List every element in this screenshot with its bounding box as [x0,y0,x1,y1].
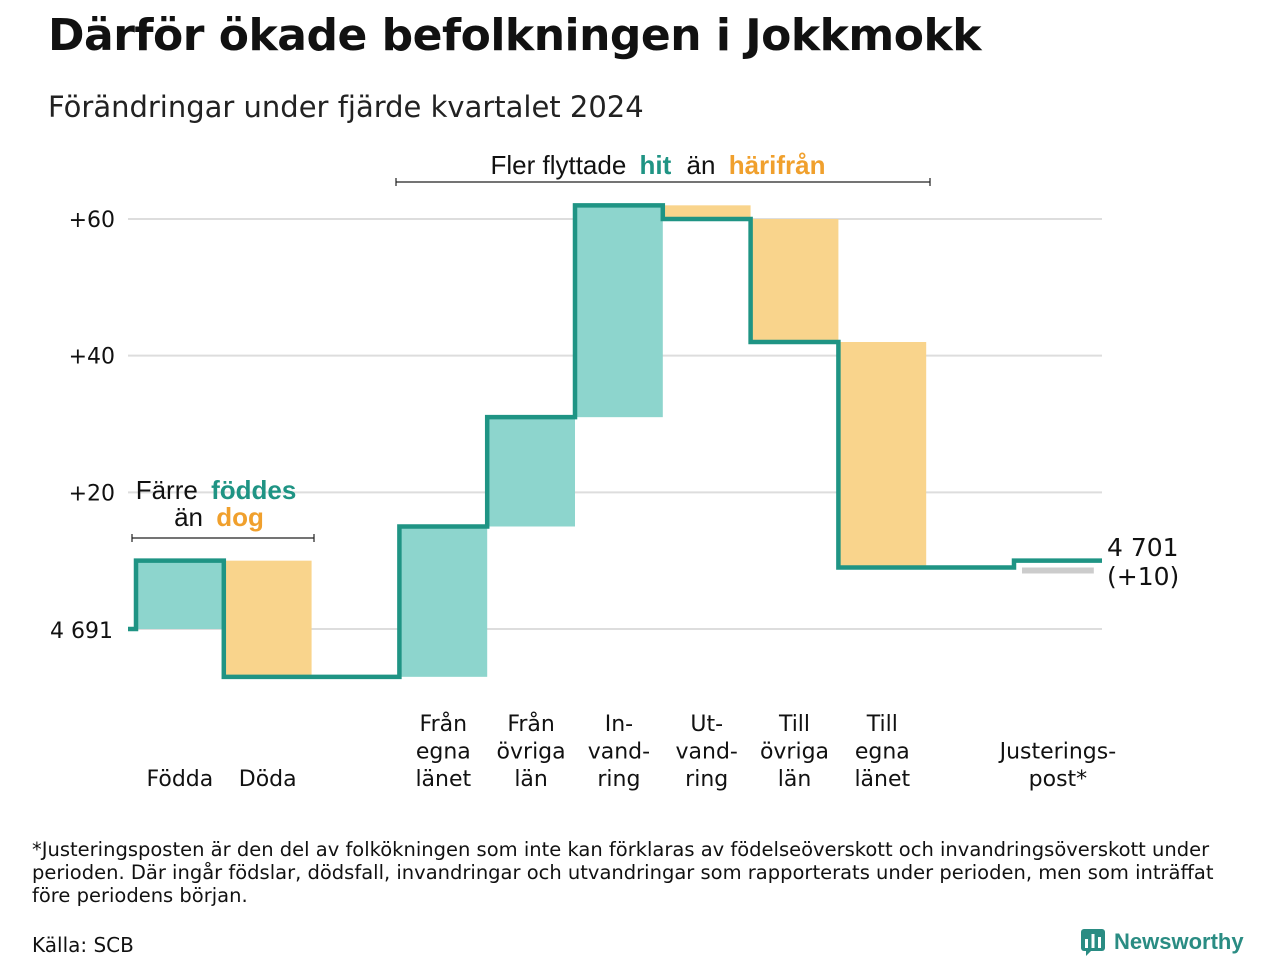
left-annotation-line2: än dog [174,502,264,532]
x-tick-label: Från [420,711,468,737]
x-tick-label: Till [778,712,810,737]
x-tick-label: post* [1029,767,1088,792]
bar-decrease [662,205,751,219]
x-tick-label: egna [416,740,471,765]
top-annotation-prefix: Fler flyttade [490,150,626,180]
end-value-label: 4 701 [1107,533,1179,562]
x-tick-label: In- [605,712,633,737]
x-tick-label: länet [854,767,910,792]
y-tick-label: +20 [69,481,115,506]
footnote: *Justeringsposten är den del av folkökni… [32,838,1214,907]
x-tick-label: ring [597,767,640,792]
top-annotation-middle: än [687,150,716,180]
x-tick-label: län [514,767,548,792]
bar-decrease [750,219,839,342]
x-tick-label: län [778,767,812,792]
chart-subtitle: Förändringar under fjärde kvartalet 2024 [48,90,644,124]
left-annotation-fodde: föddes [211,475,296,505]
x-tick-label: Från [507,711,555,737]
x-tick-label: övriga [760,740,829,765]
bar-decrease [838,342,927,568]
y-axis-ticks: +20 +40 +60 4 691 [50,208,115,644]
x-tick-label: Döda [239,767,297,792]
brand-logo: Newsworthy [1080,928,1244,956]
left-annotation-dog: dog [216,502,264,532]
x-tick-label: Justerings- [998,740,1117,765]
y-tick-label: +60 [69,208,115,233]
cumulative-line [128,203,1102,680]
x-tick-label: Födda [147,767,214,792]
x-tick-label: övriga [497,740,566,765]
x-tick-label: vand- [676,740,738,765]
bar-adjustment [1022,567,1094,574]
bar-increase [399,526,488,677]
cumulative-step-line [128,203,1102,680]
end-change-label: (+10) [1107,562,1179,591]
left-annotation-prefix: Färre [136,475,198,505]
x-tick-label: vand- [588,740,650,765]
left-annotation-middle: än [174,502,203,532]
source: Källa: SCB [32,933,134,957]
top-annotation-hit: hit [640,150,672,180]
start-value-label: 4 691 [50,619,113,644]
newsworthy-logo-icon [1081,929,1105,956]
x-tick-label: Ut- [690,712,723,737]
bar-increase [575,205,663,418]
top-annotation: Fler flyttade hit än härifrån [490,150,825,180]
bars [136,205,1094,677]
bar-decrease [223,560,312,677]
x-axis-labels: Födda DödaFrånegnalänetFrånövrigalänIn-va… [147,711,1117,792]
chart-title: Därför ökade befolkningen i Jokkmokk [48,10,982,61]
x-tick-label: egna [855,740,910,765]
waterfall-chart: +20+40+604 691 Födda DödaFrånegnalänetFrå… [50,150,1179,792]
x-tick-label: ring [685,767,728,792]
x-tick-label: länet [415,767,471,792]
x-tick-label: Till [866,712,898,737]
brand-name: Newsworthy [1114,929,1244,954]
left-annotation-line1: Färre föddes [136,475,297,505]
bar-increase [487,417,575,527]
bar-increase [136,560,224,629]
y-tick-label: +40 [69,345,115,370]
top-annotation-harifran: härifrån [729,150,826,180]
